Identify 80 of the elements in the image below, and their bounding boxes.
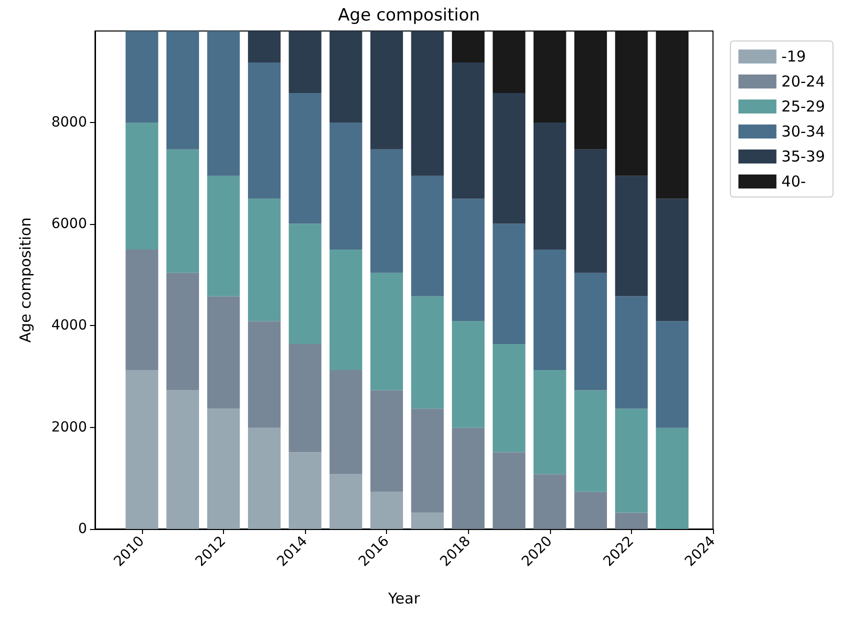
bar [615, 31, 648, 176]
bar [452, 428, 485, 529]
bar [615, 176, 648, 296]
bar [207, 296, 240, 409]
bar [330, 31, 362, 122]
legend-label: 40- [781, 172, 806, 190]
bar [288, 224, 322, 344]
bar [452, 321, 485, 428]
bar [574, 390, 607, 492]
bar [534, 250, 566, 370]
bar [248, 62, 281, 199]
bar [288, 344, 322, 452]
bar [370, 149, 403, 273]
bar [330, 474, 362, 529]
bar [166, 390, 200, 529]
x-axis-title: Year [387, 590, 421, 608]
bar [126, 370, 158, 529]
bar [411, 408, 444, 513]
legend-label: 25-29 [781, 98, 826, 116]
bar [615, 512, 648, 529]
y-axis-title: Age composition [16, 217, 34, 343]
bar [574, 492, 607, 529]
bar [492, 344, 526, 452]
chart-title: Age composition [338, 6, 480, 26]
bar [656, 321, 689, 428]
y-tick-label: 8000 [51, 114, 87, 130]
bar [370, 492, 403, 529]
bar [126, 122, 158, 250]
bar [288, 92, 322, 224]
bar [492, 452, 526, 529]
bar [126, 31, 158, 122]
bar [492, 92, 526, 224]
bar [411, 176, 444, 296]
bar [574, 149, 607, 273]
bar [166, 149, 200, 273]
bar [656, 428, 689, 529]
bar [207, 176, 240, 296]
bar [452, 31, 485, 63]
bar [574, 31, 607, 150]
bar [492, 31, 526, 93]
bar [534, 122, 566, 250]
bar [248, 321, 281, 428]
bar [248, 428, 281, 529]
bar [411, 31, 444, 176]
bar [574, 272, 607, 390]
bar [411, 512, 444, 529]
y-tick-label: 0 [78, 521, 87, 537]
bar [288, 452, 322, 529]
legend-label: 35-39 [781, 148, 826, 166]
bar [370, 31, 403, 150]
y-tick-label: 4000 [51, 318, 87, 334]
bar [534, 370, 566, 474]
bar [370, 272, 403, 390]
bar [452, 62, 485, 199]
legend-label: 30-34 [781, 122, 826, 140]
bar [248, 198, 281, 322]
bar [330, 122, 362, 250]
bar [248, 31, 281, 63]
bar [207, 31, 240, 176]
legend-label: 20-24 [781, 72, 826, 90]
bar [534, 31, 566, 122]
legend-label: -19 [781, 48, 806, 66]
bar [166, 272, 200, 390]
bar [288, 31, 322, 93]
bar [656, 31, 689, 199]
bar [330, 250, 362, 370]
bar [411, 296, 444, 409]
bar [492, 224, 526, 344]
y-tick-label: 6000 [51, 216, 87, 232]
bar [126, 250, 158, 370]
bar [166, 31, 200, 150]
bar [370, 390, 403, 492]
y-tick-label: 2000 [51, 419, 87, 436]
bar [330, 370, 362, 474]
bar [656, 198, 689, 322]
bar [452, 198, 485, 322]
bar [615, 408, 648, 513]
bar [207, 408, 240, 529]
bar [615, 296, 648, 409]
bar [534, 474, 566, 529]
